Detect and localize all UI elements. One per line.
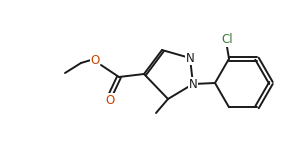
Text: N: N <box>186 51 194 64</box>
Text: Cl: Cl <box>221 33 233 46</box>
Text: O: O <box>105 93 115 107</box>
Text: O: O <box>90 54 100 68</box>
Text: N: N <box>188 78 197 90</box>
